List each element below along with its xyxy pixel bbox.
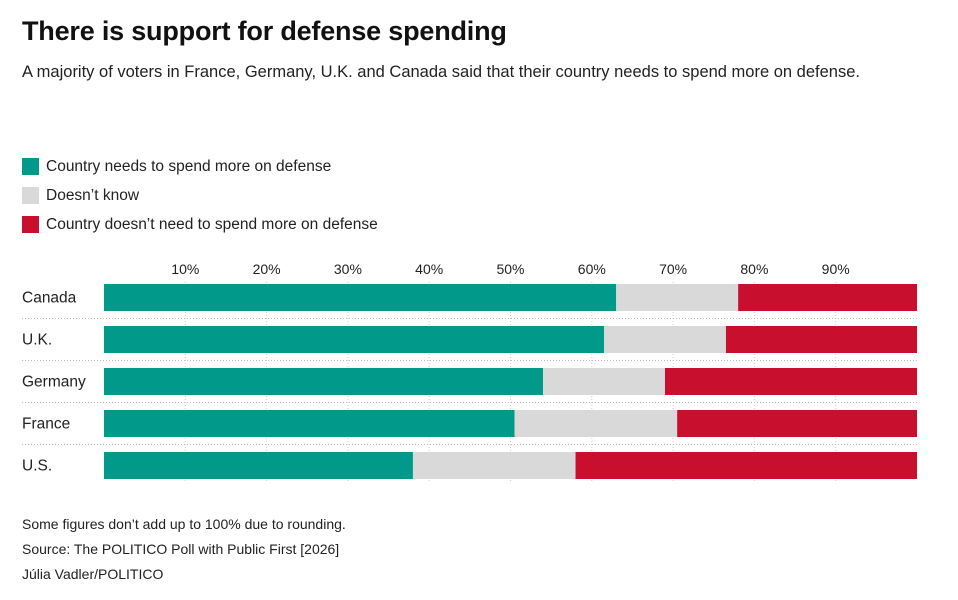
legend-item-no-need: Country doesn’t need to spend more on de… [22, 210, 378, 239]
bar-segment-spend-more [104, 326, 604, 353]
bar-segment-doesnt-know [616, 284, 739, 311]
legend-item-spend-more: Country needs to spend more on defense [22, 152, 378, 181]
x-tick-label: 30% [334, 261, 362, 277]
x-tick-label: 50% [496, 261, 524, 277]
footer-credit: Júlia Vadler/POLITICO [22, 566, 164, 582]
bar-segment-no-need [677, 410, 917, 437]
bar-segment-doesnt-know [603, 326, 726, 353]
x-tick-label: 80% [740, 261, 768, 277]
x-tick-label: 10% [171, 261, 199, 277]
category-label: U.S. [22, 458, 52, 475]
x-tick-label: 40% [415, 261, 443, 277]
legend-label-spend-more: Country needs to spend more on defense [46, 157, 332, 175]
x-tick-label: 70% [659, 261, 687, 277]
bar-segment-spend-more [104, 284, 617, 311]
category-label: U.K. [22, 332, 52, 349]
legend-swatch-spend-more [22, 158, 39, 175]
stacked-bar-chart: 10% 20% 30% 40% 50% 60% 70% 80% 90% Canada U.K. Ger… [22, 261, 917, 482]
bar-segment-spend-more [104, 410, 515, 437]
x-tick-label: 90% [822, 261, 850, 277]
bar-segment-spend-more [104, 368, 544, 395]
footer-source: Source: The POLITICO Poll with Public Fi… [22, 541, 340, 557]
category-label: France [22, 416, 70, 433]
legend-label-no-need: Country doesn’t need to spend more on de… [46, 215, 378, 233]
bar-segment-no-need [575, 452, 917, 479]
legend-swatch-no-need [22, 216, 39, 233]
category-label: Germany [22, 374, 86, 391]
footer-note: Some figures don’t add up to 100% due to… [22, 516, 346, 532]
legend-swatch-doesnt-know [22, 187, 39, 204]
legend-item-doesnt-know: Doesn’t know [22, 181, 378, 210]
chart-title: There is support for defense spending [22, 16, 507, 46]
bar-segment-no-need [664, 368, 917, 395]
x-tick-label: 60% [578, 261, 606, 277]
x-tick-label: 20% [253, 261, 281, 277]
bar-segment-doesnt-know [543, 368, 665, 395]
bar-segment-spend-more [104, 452, 413, 479]
footer: Some figures don’t add up to 100% due to… [22, 512, 346, 587]
bar-segment-no-need [738, 284, 917, 311]
bar-segment-no-need [725, 326, 917, 353]
legend-label-doesnt-know: Doesn’t know [46, 186, 140, 204]
bar-segment-doesnt-know [412, 452, 576, 479]
bar-segment-doesnt-know [514, 410, 678, 437]
category-label: Canada [22, 290, 77, 307]
chart-subtitle: A majority of voters in France, Germany,… [22, 63, 860, 81]
legend: Country needs to spend more on defense D… [22, 152, 378, 239]
